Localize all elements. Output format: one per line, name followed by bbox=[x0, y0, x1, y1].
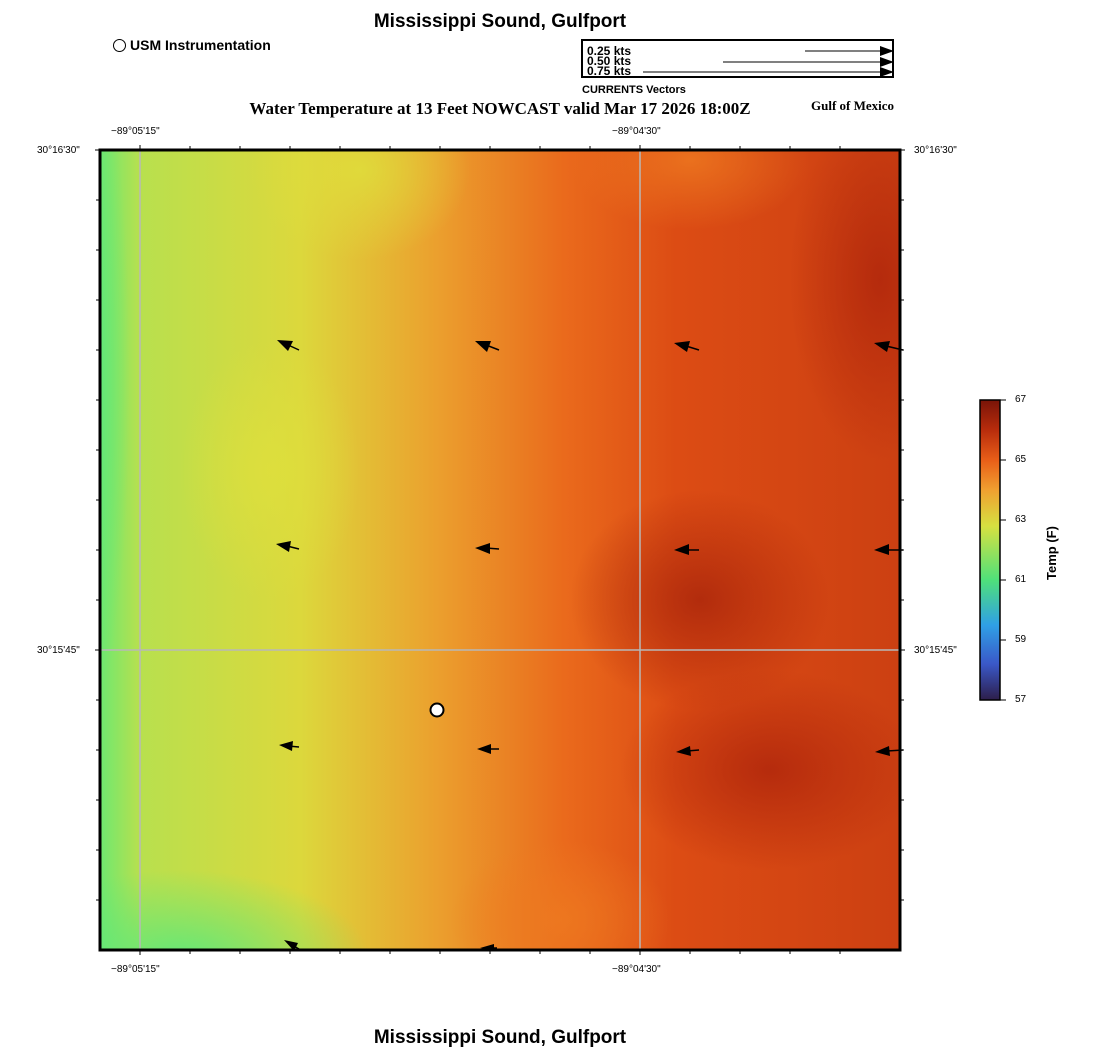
current-vector-arrow bbox=[277, 340, 300, 351]
colorbar-tick-67: 67 bbox=[1015, 394, 1027, 405]
usm-station-marker bbox=[429, 702, 445, 718]
vector-legend-caption: CURRENTS Vectors bbox=[582, 84, 686, 96]
station-legend: USM Instrumentation bbox=[113, 37, 271, 53]
top-tick-label-2: −89°04'30" bbox=[612, 126, 661, 137]
current-vector-arrow bbox=[674, 544, 699, 555]
current-vector-arrow bbox=[480, 944, 497, 951]
current-vector-arrow bbox=[475, 543, 500, 554]
left-tick-label-2: 30°15'45" bbox=[37, 645, 80, 656]
current-vector-arrow bbox=[279, 741, 300, 751]
map-title: Mississippi Sound, Gulfport bbox=[373, 11, 627, 32]
vector-legend-label-3: 0.75 kts bbox=[587, 64, 632, 78]
colorbar-tick-63: 63 bbox=[1015, 514, 1027, 525]
minor-ticks bbox=[96, 146, 904, 954]
axis-ticks bbox=[95, 145, 905, 955]
current-vector-arrow bbox=[284, 940, 300, 951]
vector-legend-label-1: 0.25 kts bbox=[587, 44, 632, 58]
current-vector-arrow bbox=[276, 541, 300, 552]
current-vector-arrow bbox=[674, 341, 700, 352]
right-tick-label-2: 30°15'45" bbox=[914, 645, 957, 656]
vector-legend-arrows bbox=[643, 46, 894, 77]
footer-title: Mississippi Sound, Gulfport bbox=[373, 1027, 627, 1048]
colorbar-title: Temp (F) bbox=[1044, 526, 1059, 580]
vector-legend-label-2: 0.50 kts bbox=[587, 54, 632, 68]
vector-legend-box: 0.25 kts 0.50 kts 0.75 kts bbox=[581, 39, 894, 78]
graticule bbox=[100, 150, 900, 950]
bottom-tick-label-2: −89°04'30" bbox=[612, 964, 661, 975]
current-vector-arrow bbox=[475, 341, 500, 352]
colorbar-tick-59: 59 bbox=[1015, 634, 1027, 645]
current-vector-arrow bbox=[676, 746, 700, 756]
left-tick-label-1: 30°16'30" bbox=[37, 145, 80, 156]
current-vector-arrow bbox=[874, 544, 903, 555]
colorbar-tick-57: 57 bbox=[1015, 694, 1027, 705]
region-label: Gulf of Mexico bbox=[811, 98, 895, 113]
colorbar-tick-61: 61 bbox=[1015, 574, 1027, 585]
colorbar bbox=[979, 399, 1006, 701]
open-circle-icon bbox=[113, 38, 126, 52]
temperature-field bbox=[100, 150, 900, 950]
map-subtitle: Water Temperature at 13 Feet NOWCAST val… bbox=[249, 99, 751, 118]
current-vector-arrow bbox=[874, 341, 904, 352]
current-vectors bbox=[276, 340, 904, 951]
current-vector-arrow bbox=[477, 744, 499, 754]
right-tick-label-1: 30°16'30" bbox=[914, 145, 957, 156]
top-tick-label-1: −89°05'15" bbox=[111, 126, 160, 137]
bottom-tick-label-1: −89°05'15" bbox=[111, 964, 160, 975]
colorbar-tick-65: 65 bbox=[1015, 454, 1027, 465]
current-vector-arrow bbox=[875, 746, 904, 756]
station-legend-label: USM Instrumentation bbox=[130, 37, 271, 53]
